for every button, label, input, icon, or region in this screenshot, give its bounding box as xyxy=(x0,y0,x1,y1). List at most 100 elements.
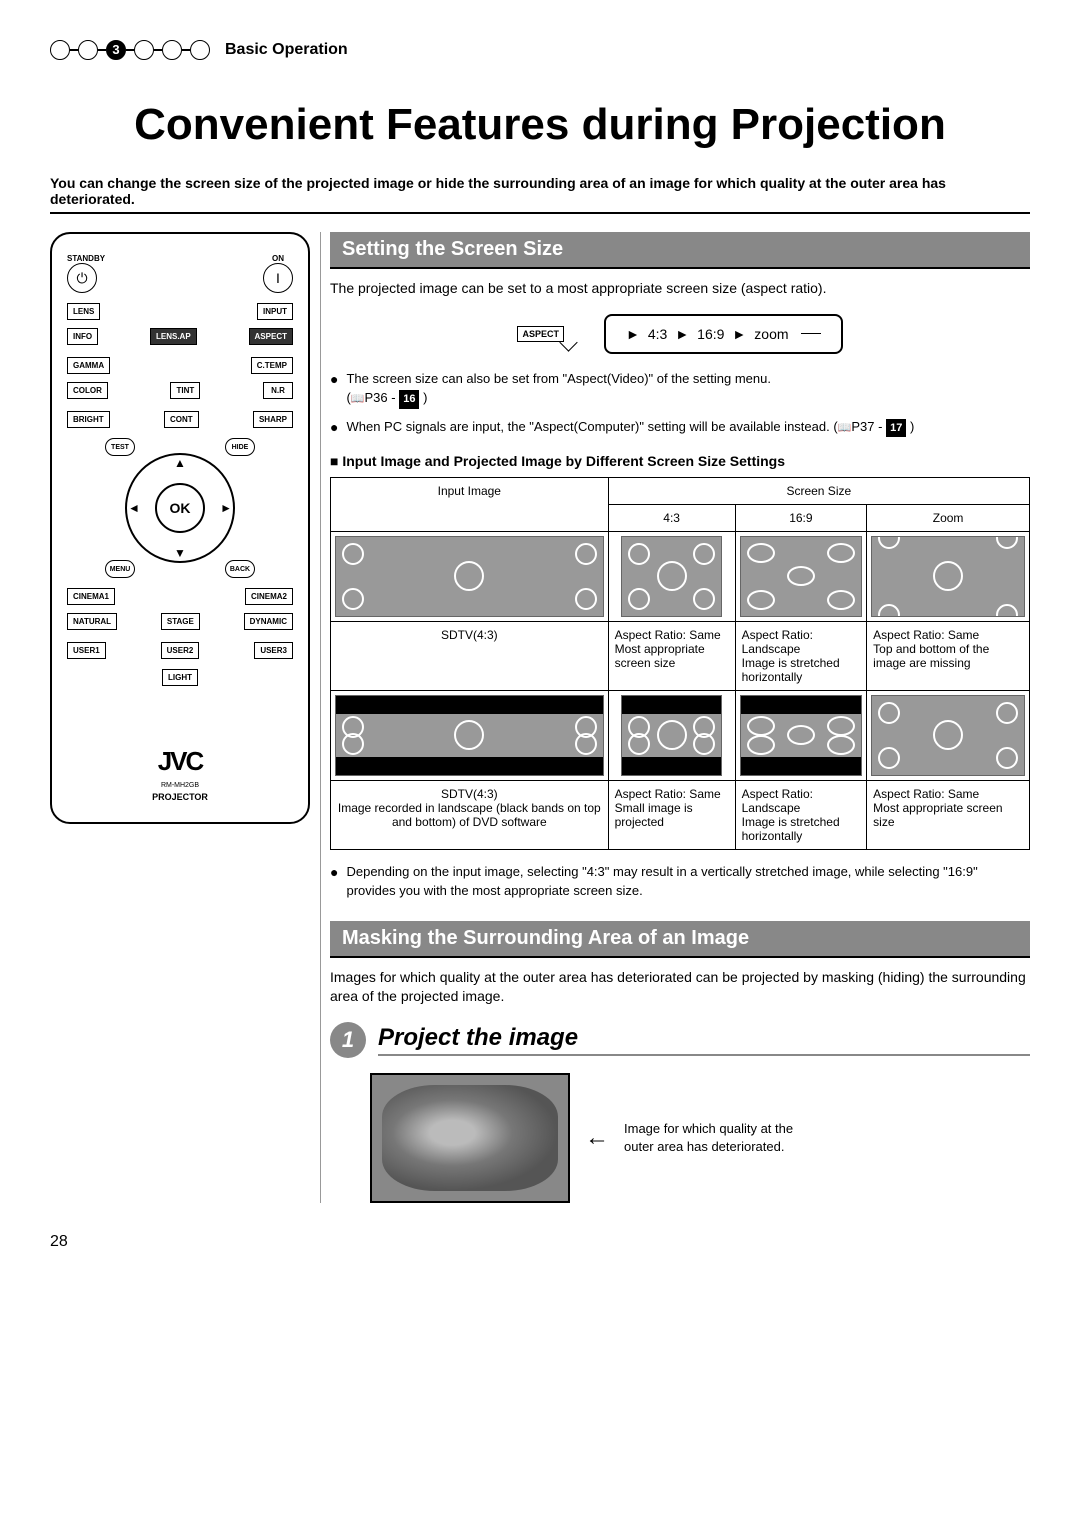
project-image-row: ← Image for which quality at the outer a… xyxy=(370,1073,1030,1203)
ok-button: OK xyxy=(155,483,205,533)
bullet-text: The screen size can also be set from "As… xyxy=(346,371,770,386)
dpad-left-icon: ◄ xyxy=(128,501,140,515)
remote-model: RM-MH2GB xyxy=(67,782,293,789)
cont-button: CONT xyxy=(164,411,199,428)
arrow-icon: ► xyxy=(675,326,689,342)
bullet-text: When PC signals are input, the "Aspect(C… xyxy=(346,419,829,434)
dpad: TEST HIDE MENU BACK ▲ ▼ ◄ ► OK xyxy=(110,438,250,578)
intro-text: You can change the screen size of the pr… xyxy=(50,175,1030,214)
cinema1-button: CINEMA1 xyxy=(67,588,115,605)
col-screen: Screen Size xyxy=(608,477,1029,504)
ref-page: P37 xyxy=(851,419,874,434)
standby-label: STANDBY xyxy=(67,254,105,263)
stage-button: STAGE xyxy=(161,613,200,630)
arrow-icon: ► xyxy=(626,326,640,342)
nr-button: N.R xyxy=(263,382,293,399)
test-button: TEST xyxy=(105,438,135,456)
preview-zoom xyxy=(871,536,1025,617)
page-ref-icon: 📖 xyxy=(838,420,852,437)
preview-input-sdtv xyxy=(335,536,604,617)
row2-zoom: Aspect Ratio: Same Most appropriate scre… xyxy=(867,780,1030,849)
projected-image-preview xyxy=(370,1073,570,1203)
section-screen-size-title: Setting the Screen Size xyxy=(330,232,1030,269)
flow-169: 16:9 xyxy=(697,326,724,342)
step-title: Project the image xyxy=(378,1024,1030,1056)
page-ref-icon: 📖 xyxy=(351,391,365,408)
preview-169-lb xyxy=(740,695,863,776)
header-circle xyxy=(162,40,182,60)
section-masking-desc: Images for which quality at the outer ar… xyxy=(330,968,1030,1007)
bullet-item: ● The screen size can also be set from "… xyxy=(330,369,1030,409)
dpad-up-icon: ▲ xyxy=(174,456,186,470)
flow-43: 4:3 xyxy=(648,326,667,342)
aspect-flow-diagram: ASPECT ►4:3 ►16:9 ►zoom xyxy=(330,314,1030,354)
page-header: 3 Basic Operation xyxy=(50,40,1030,60)
preview-zoom-lb xyxy=(871,695,1025,776)
on-label: ON xyxy=(263,254,293,263)
ref-num: 17 xyxy=(886,419,906,438)
gamma-button: GAMMA xyxy=(67,357,110,374)
color-button: COLOR xyxy=(67,382,108,399)
ctemp-button: C.TEMP xyxy=(251,357,293,374)
section-masking-title: Masking the Surrounding Area of an Image xyxy=(330,921,1030,958)
info-button: INFO xyxy=(67,328,98,345)
cinema2-button: CINEMA2 xyxy=(245,588,293,605)
step-1-header: 1 Project the image xyxy=(330,1022,1030,1058)
user2-button: USER2 xyxy=(161,642,200,659)
remote-diagram: STANDBY⏻ ONI LENS INPUT INFO LENS.AP ASP… xyxy=(50,232,310,824)
table-note: ● Depending on the input image, selectin… xyxy=(330,862,1030,901)
header-circles: 3 xyxy=(50,40,210,60)
col-43: 4:3 xyxy=(608,504,735,531)
row1-input: SDTV(4:3) xyxy=(331,621,609,690)
bright-button: BRIGHT xyxy=(67,411,110,428)
col-zoom: Zoom xyxy=(867,504,1030,531)
table-title: Input Image and Projected Image by Diffe… xyxy=(330,453,1030,469)
header-circle xyxy=(134,40,154,60)
col-169: 16:9 xyxy=(735,504,867,531)
dpad-down-icon: ▼ xyxy=(174,546,186,560)
ref-num: 16 xyxy=(399,390,419,409)
bullet-item: ● When PC signals are input, the "Aspect… xyxy=(330,417,1030,438)
ref-page: P36 xyxy=(365,390,388,405)
note-text: Depending on the input image, selecting … xyxy=(346,862,1030,901)
lens-button: LENS xyxy=(67,303,100,320)
sharp-button: SHARP xyxy=(253,411,293,428)
screen-size-table: Input Image Screen Size 4:3 16:9 Zoom SD… xyxy=(330,477,1030,850)
main-title: Convenient Features during Projection xyxy=(50,100,1030,150)
header-section-title: Basic Operation xyxy=(225,41,348,59)
arrow-left-icon: ← xyxy=(585,1124,609,1152)
bullet-icon: ● xyxy=(330,862,338,901)
col-input: Input Image xyxy=(331,477,609,531)
row2-43: Aspect Ratio: Same Small image is projec… xyxy=(608,780,735,849)
input-button: INPUT xyxy=(257,303,293,320)
natural-button: NATURAL xyxy=(67,613,117,630)
aspect-button: ASPECT xyxy=(249,328,293,345)
bullet-icon: ● xyxy=(330,417,338,438)
header-circle xyxy=(190,40,210,60)
tint-button: TINT xyxy=(170,382,200,399)
preview-43 xyxy=(621,536,721,617)
menu-button: MENU xyxy=(105,560,135,578)
lensap-button: LENS.AP xyxy=(150,328,197,345)
aspect-badge: ASPECT xyxy=(517,326,564,342)
row2-169: Aspect Ratio: Landscape Image is stretch… xyxy=(735,780,867,849)
header-circle xyxy=(78,40,98,60)
dynamic-button: DYNAMIC xyxy=(244,613,293,630)
hide-button: HIDE xyxy=(225,438,255,456)
jvc-logo: JVC xyxy=(67,746,293,777)
header-circle-active: 3 xyxy=(106,40,126,60)
preview-169 xyxy=(740,536,863,617)
back-button: BACK xyxy=(225,560,255,578)
row1-43: Aspect Ratio: Same Most appropriate scre… xyxy=(608,621,735,690)
standby-button: ⏻ xyxy=(67,263,97,293)
preview-input-letterbox xyxy=(335,695,604,776)
projected-image-caption: Image for which quality at the outer are… xyxy=(624,1120,824,1156)
header-circle xyxy=(50,40,70,60)
row1-169: Aspect Ratio: Landscape Image is stretch… xyxy=(735,621,867,690)
row2-input: SDTV(4:3) Image recorded in landscape (b… xyxy=(331,780,609,849)
bullet-icon: ● xyxy=(330,369,338,409)
user1-button: USER1 xyxy=(67,642,106,659)
remote-projector-label: PROJECTOR xyxy=(67,792,293,802)
arrow-icon: ► xyxy=(732,326,746,342)
page-number: 28 xyxy=(50,1233,1030,1251)
